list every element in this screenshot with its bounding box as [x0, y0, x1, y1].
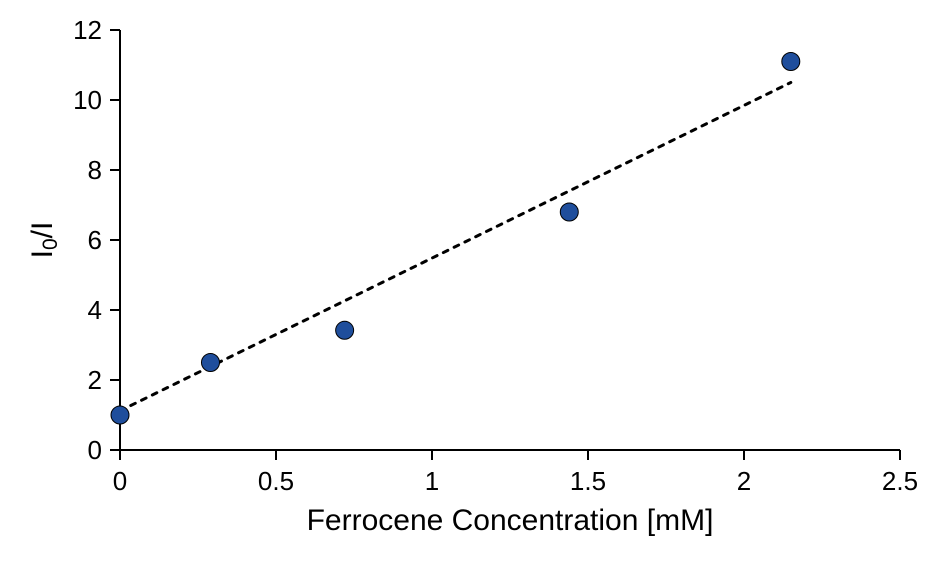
x-tick-label: 0 [113, 466, 127, 496]
chart-container: 0 0.5 1 1.5 2 2.5 0 2 4 6 8 10 12 Ferrocene Concentra… [0, 0, 946, 561]
data-point [336, 321, 354, 339]
y-tick-label: 4 [88, 295, 102, 325]
x-axis-label: Ferrocene Concentration [mM] [307, 504, 714, 537]
data-point [201, 354, 219, 372]
x-tick-label: 1.5 [570, 466, 606, 496]
y-tick-label: 0 [88, 435, 102, 465]
x-tick-label: 2.5 [882, 466, 918, 496]
y-tick-label: 12 [73, 15, 102, 45]
x-tick-label: 2 [737, 466, 751, 496]
x-tick-label: 1 [425, 466, 439, 496]
y-axis-label: I0/I [26, 222, 62, 259]
y-tick-label: 2 [88, 365, 102, 395]
data-point [782, 53, 800, 71]
y-tick-label: 6 [88, 225, 102, 255]
scatter-chart: 0 0.5 1 1.5 2 2.5 0 2 4 6 8 10 12 Ferrocene Concentra… [0, 0, 946, 561]
trendline [120, 83, 791, 411]
y-tick-label: 8 [88, 155, 102, 185]
data-point [560, 203, 578, 221]
data-point [111, 406, 129, 424]
y-tick-label: 10 [73, 85, 102, 115]
x-tick-label: 0.5 [258, 466, 294, 496]
